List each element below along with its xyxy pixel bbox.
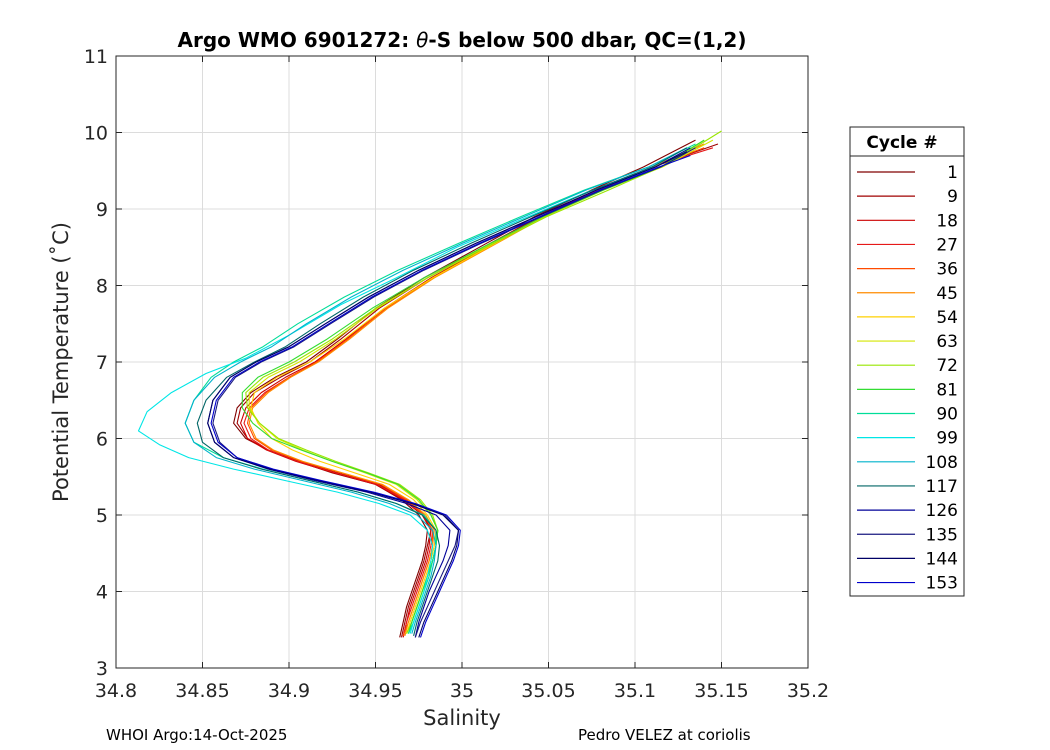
legend-label-cycle-135: 135 xyxy=(926,525,958,545)
y-tick-label: 10 xyxy=(84,123,108,145)
series-line-cycle-99 xyxy=(137,147,688,634)
legend-label-cycle-9: 9 xyxy=(947,187,958,207)
legend-label-cycle-1: 1 xyxy=(947,163,958,183)
legend-items: 1 9 18 27 36 45 54 63 72 81 90 99 108 117 126 135 144 153 xyxy=(857,163,958,594)
chart-title-prefix: Argo WMO 6901272: xyxy=(178,28,417,52)
y-tick-label: 7 xyxy=(96,352,108,374)
chart-title-suffix: -S below 500 dbar, QC=(1,2) xyxy=(428,28,746,52)
legend-label-cycle-81: 81 xyxy=(936,380,958,400)
x-tick-label: 35.1 xyxy=(614,680,656,702)
legend-label-cycle-126: 126 xyxy=(926,501,958,521)
series-line-cycle-117 xyxy=(196,147,688,637)
series-line-cycle-144 xyxy=(207,151,688,638)
x-axis-label: Salinity xyxy=(423,706,501,730)
y-axis-label: Potential Temperature (˚C) xyxy=(49,222,73,502)
legend-label-cycle-18: 18 xyxy=(936,211,958,231)
series-line-cycle-153 xyxy=(210,154,691,638)
legend-label-cycle-63: 63 xyxy=(936,332,958,352)
x-tick-label: 35.2 xyxy=(787,680,829,702)
legend-label-cycle-108: 108 xyxy=(926,453,958,473)
series-line-cycle-54 xyxy=(250,139,705,634)
x-tick-label: 35 xyxy=(450,680,474,702)
x-tick-label: 34.95 xyxy=(348,680,402,702)
x-tick-label: 35.15 xyxy=(694,680,748,702)
x-tick-label: 34.85 xyxy=(175,680,229,702)
axis-ticks: 34.8 34.85 34.9 34.95 35 35.05 35.1 35.15 35.2 3 4… xyxy=(84,46,829,702)
series-line-cycle-45 xyxy=(248,143,705,637)
legend-label-cycle-99: 99 xyxy=(936,429,958,449)
y-tick-label: 11 xyxy=(84,46,108,68)
grid xyxy=(115,55,809,669)
footer-right: Pedro VELEZ at coriolis xyxy=(578,726,751,744)
x-tick-label: 35.05 xyxy=(521,680,575,702)
legend-label-cycle-72: 72 xyxy=(936,356,958,376)
legend-label-cycle-153: 153 xyxy=(926,574,958,594)
series-layer xyxy=(137,130,722,638)
series-line-cycle-18 xyxy=(240,143,705,638)
series-line-cycle-108 xyxy=(184,147,688,634)
y-tick-label: 9 xyxy=(96,199,108,221)
footer-left: WHOI Argo:14-Oct-2025 xyxy=(106,726,287,744)
legend-box xyxy=(849,126,965,597)
series-line-cycle-81 xyxy=(241,139,705,634)
legend-label-cycle-36: 36 xyxy=(936,260,958,280)
chart-title: Argo WMO 6901272: θ-S below 500 dbar, QC… xyxy=(178,28,747,52)
legend-label-cycle-117: 117 xyxy=(926,477,958,497)
legend-title: Cycle # xyxy=(866,133,937,153)
legend-label-cycle-90: 90 xyxy=(936,405,958,425)
y-tick-label: 5 xyxy=(96,505,108,527)
legend-label-cycle-54: 54 xyxy=(936,308,958,328)
legend-label-cycle-27: 27 xyxy=(936,235,958,255)
legend: Cycle # 19182736455463728190991081171261… xyxy=(849,126,965,597)
legend-label-cycle-144: 144 xyxy=(926,549,958,569)
y-tick-label: 4 xyxy=(96,582,108,604)
legend-label-cycle-45: 45 xyxy=(936,284,958,304)
chart-title-theta: θ xyxy=(416,28,428,52)
x-tick-label: 34.8 xyxy=(95,680,137,702)
series-line-cycle-90 xyxy=(184,143,696,634)
y-tick-label: 6 xyxy=(96,429,108,451)
x-tick-label: 34.9 xyxy=(268,680,310,702)
y-tick-label: 8 xyxy=(96,276,108,298)
y-tick-label: 3 xyxy=(96,658,108,680)
